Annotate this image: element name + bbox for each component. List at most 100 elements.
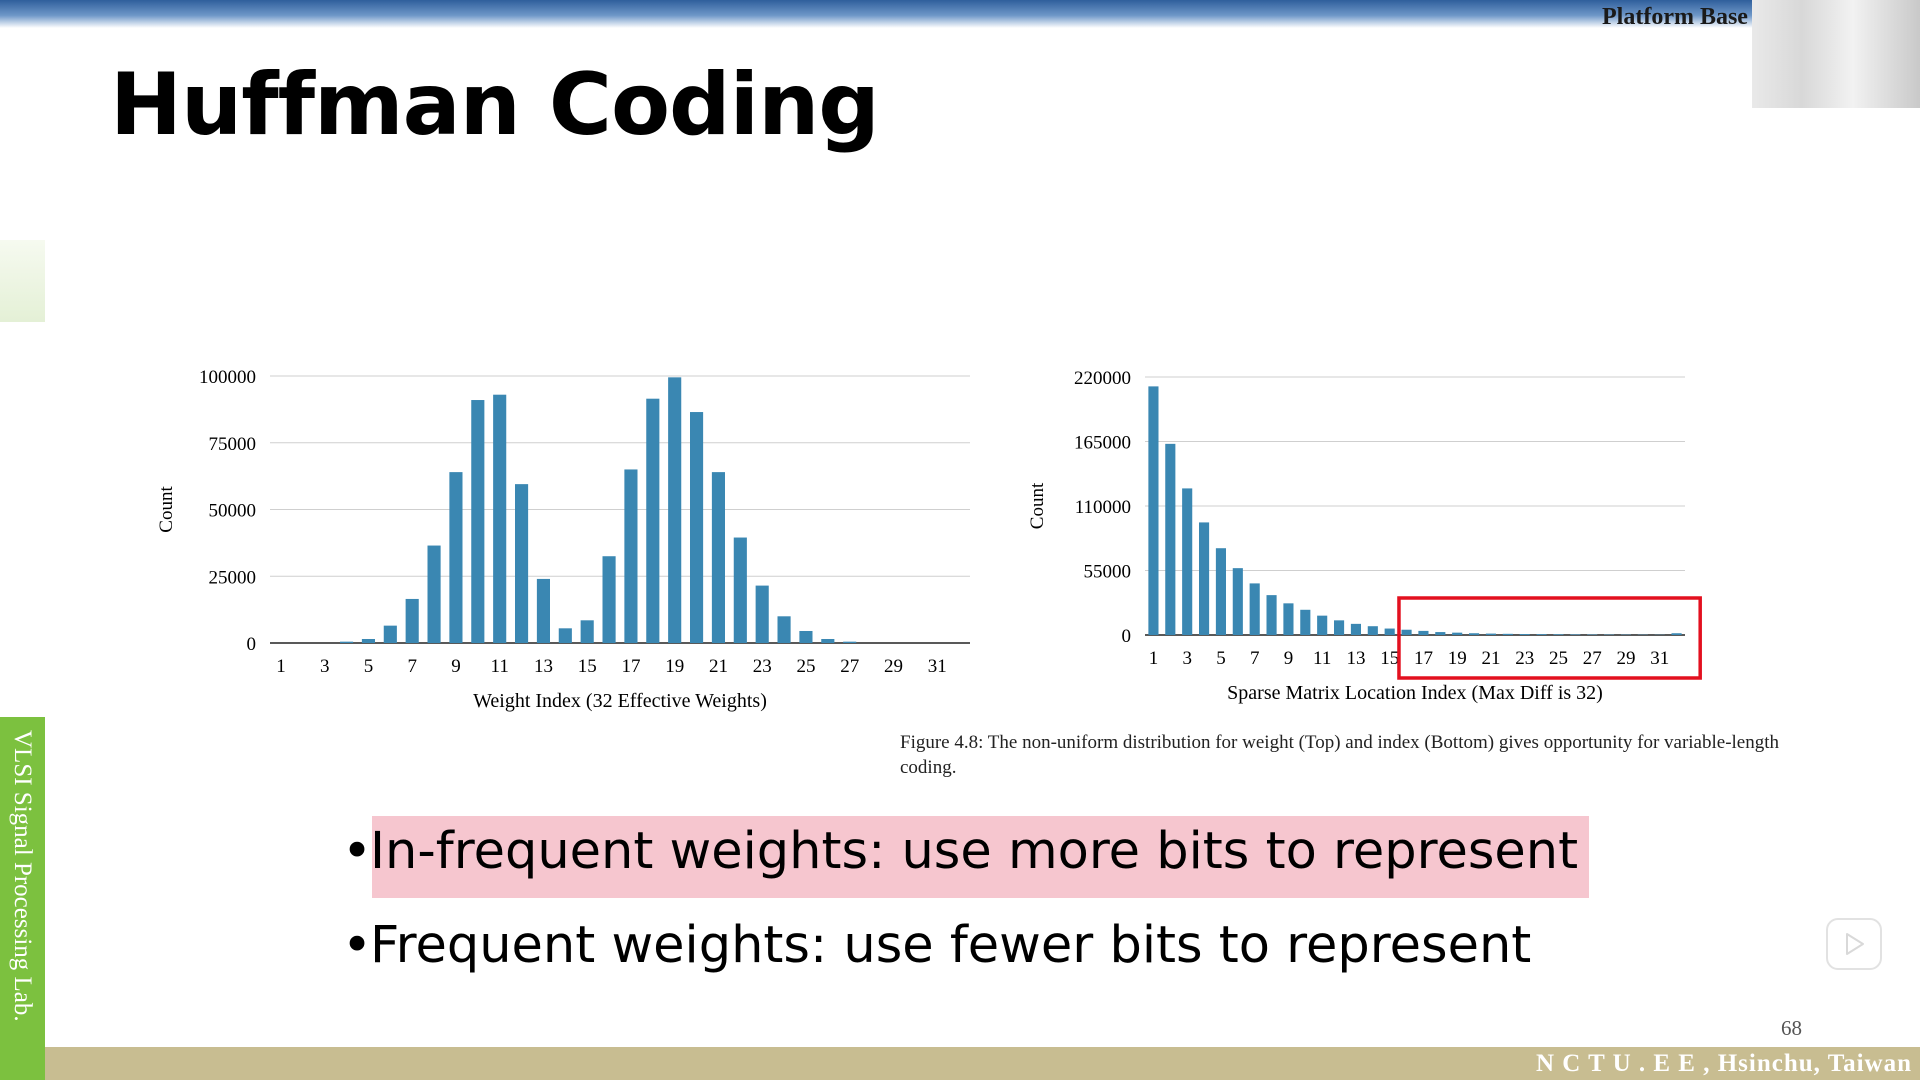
bar [1502, 633, 1513, 635]
bar [646, 398, 660, 643]
x-tick-label: 7 [407, 656, 417, 677]
bar [1367, 626, 1378, 635]
x-tick-label: 5 [364, 656, 374, 677]
y-tick-label: 165000 [1074, 433, 1131, 454]
x-tick-label: 9 [451, 656, 461, 677]
bar [1215, 548, 1226, 635]
y-tick-label: 100000 [199, 367, 256, 388]
play-button[interactable] [1826, 918, 1882, 970]
y-tick-label: 110000 [1075, 497, 1131, 518]
x-axis-label: Sparse Matrix Location Index (Max Diff i… [1227, 682, 1603, 704]
header-label: Platform Base [1602, 4, 1748, 30]
x-tick-label: 19 [1448, 648, 1467, 669]
x-tick-label: 1 [1149, 648, 1159, 669]
page-number: 68 [1781, 1016, 1802, 1040]
top-banner [0, 0, 1920, 28]
footer-text: N C T U . E E , Hsinchu, Taiwan [1535, 1050, 1912, 1077]
x-tick-label: 29 [884, 656, 903, 677]
x-tick-label: 7 [1250, 648, 1260, 669]
y-tick-label: 55000 [1084, 562, 1132, 583]
bar [1452, 632, 1463, 635]
x-tick-label: 25 [1549, 648, 1568, 669]
play-icon [1846, 933, 1864, 955]
bar [1401, 629, 1412, 635]
bullet-frequent-weights: •Frequent weights: use fewer bits to rep… [342, 916, 1532, 975]
x-tick-label: 31 [928, 656, 947, 677]
x-tick-label: 3 [1182, 648, 1192, 669]
camera-overlay [1752, 0, 1920, 108]
bar [799, 630, 813, 643]
bar [1266, 595, 1277, 635]
x-tick-label: 13 [1346, 648, 1365, 669]
x-tick-label: 11 [1313, 648, 1331, 669]
x-tick-label: 21 [1481, 648, 1500, 669]
bar [1469, 633, 1480, 635]
y-axis-label: Count [1027, 482, 1048, 529]
x-tick-label: 9 [1284, 648, 1294, 669]
bar [536, 578, 550, 643]
side-strip [0, 717, 45, 1080]
x-tick-label: 13 [534, 656, 553, 677]
bar [1553, 634, 1564, 635]
bar [843, 641, 857, 643]
y-tick-label: 0 [247, 634, 257, 655]
lab-side-label: VLSI Signal Processing Lab. [9, 730, 36, 1022]
bar [755, 585, 769, 643]
bar [558, 628, 572, 643]
bar [1350, 623, 1361, 635]
bar [1334, 620, 1345, 635]
x-tick-label: 11 [491, 656, 509, 677]
bar [1249, 583, 1260, 635]
bar [427, 545, 441, 643]
bar [1519, 634, 1530, 635]
bar [777, 616, 791, 643]
highlight-box [1397, 596, 1702, 680]
y-tick-label: 25000 [209, 567, 257, 588]
bullet-text: In-frequent weights: use more bits to re… [370, 822, 1579, 881]
y-tick-label: 0 [1122, 626, 1132, 647]
side-strip-top [0, 240, 45, 322]
x-tick-label: 29 [1616, 648, 1635, 669]
bar [1435, 632, 1446, 635]
bar [1671, 633, 1682, 635]
bullet-text: Frequent weights: use fewer bits to repr… [370, 916, 1532, 975]
x-tick-label: 21 [709, 656, 728, 677]
bar [690, 412, 704, 643]
x-tick-label: 3 [320, 656, 330, 677]
bar [1300, 609, 1311, 635]
bar [1570, 634, 1581, 635]
bar [821, 638, 835, 643]
bar [1384, 628, 1395, 635]
x-tick-label: 17 [621, 656, 640, 677]
bar [340, 641, 354, 643]
bar [1148, 386, 1159, 635]
figure-caption: Figure 4.8: The non-uniform distribution… [900, 732, 1780, 778]
bar [580, 620, 594, 643]
y-tick-label: 220000 [1074, 368, 1131, 389]
bar [515, 484, 529, 643]
x-tick-label: 31 [1650, 648, 1669, 669]
x-tick-label: 27 [1583, 648, 1602, 669]
x-tick-label: 1 [276, 656, 286, 677]
bar [449, 472, 463, 643]
bar [405, 598, 419, 643]
bar [1165, 443, 1176, 635]
x-tick-label: 23 [753, 656, 772, 677]
y-axis-label: Count [156, 486, 177, 533]
bar [624, 469, 638, 643]
bar [1232, 568, 1243, 635]
bar [668, 377, 682, 643]
bar [493, 394, 507, 643]
x-tick-label: 23 [1515, 648, 1534, 669]
x-tick-label: 5 [1216, 648, 1226, 669]
bar [1418, 630, 1429, 635]
bar [1317, 615, 1328, 635]
x-tick-label: 19 [665, 656, 684, 677]
bottom-banner [45, 1047, 1920, 1080]
y-tick-label: 50000 [209, 501, 257, 522]
bar [1182, 488, 1193, 635]
x-axis-label: Weight Index (32 Effective Weights) [473, 690, 767, 712]
bullet-infrequent-weights: •In-frequent weights: use more bits to r… [342, 822, 1579, 881]
